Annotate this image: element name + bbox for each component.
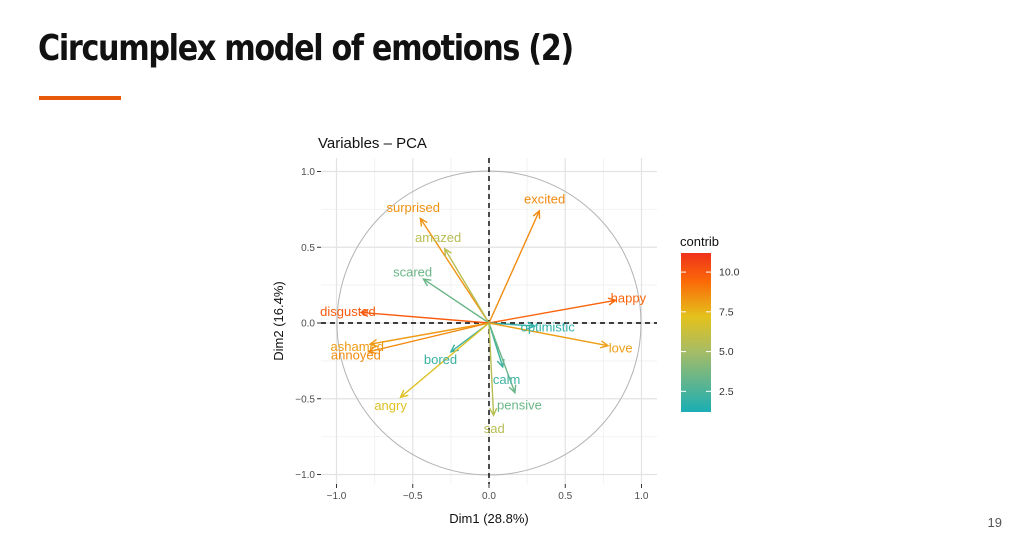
x-tick-label: 0.5: [558, 491, 572, 502]
arrowhead-surprised: [419, 217, 428, 227]
y-tick-label: −0.5: [295, 394, 315, 405]
arrowhead-excited: [532, 209, 541, 219]
x-axis-title: Dim1 (28.8%): [449, 511, 528, 526]
arrow-angry: [400, 322, 490, 398]
arrow-sad: [488, 322, 495, 416]
arrowhead-ashamed: [368, 338, 378, 348]
arrow-optimistic: [488, 322, 535, 327]
legend-tick-label: 10.0: [719, 267, 740, 279]
y-axis-title: Dim2 (16.4%): [271, 281, 286, 360]
x-tick-label: 1.0: [635, 491, 649, 502]
arrowhead-love: [600, 340, 610, 349]
variable-arrows: [359, 209, 618, 418]
legend-title: contrib: [680, 234, 719, 249]
axis-ticks: −1.0 −0.5 0.0 0.5 1.0 −1.0 −0.5 0.0 0.5 1.0: [295, 167, 649, 502]
chart-title: Variables – PCA: [318, 135, 427, 152]
plot-panel: surprised excited amazed scared disgusted hap…: [320, 158, 657, 484]
variable-label-disgusted: disgusted: [320, 304, 376, 319]
y-tick-label: 0.0: [301, 319, 315, 330]
arrow-annoyed: [368, 322, 490, 353]
arrowhead-disgusted: [359, 308, 369, 318]
variable-labels: surprised excited amazed scared disgusted hap…: [320, 192, 646, 436]
page-number: 19: [987, 515, 1002, 530]
reference-lines: [321, 158, 657, 484]
variable-label-sad: sad: [484, 421, 505, 436]
arrowhead-pensive: [508, 384, 517, 395]
variable-label-love: love: [609, 341, 633, 356]
arrow-pensive: [488, 322, 516, 393]
arrow-ashamed: [369, 322, 490, 345]
variable-label-amazed: amazed: [415, 230, 461, 245]
arrow-scared: [423, 278, 490, 324]
arrow-disgusted: [360, 311, 490, 324]
slide-title: Circumplex model of emotions (2): [38, 28, 574, 69]
y-tick-label: 0.5: [301, 243, 315, 254]
variable-label-calm: calm: [493, 372, 520, 387]
variable-label-angry: angry: [374, 398, 407, 413]
legend-tick-label: 5.0: [719, 346, 734, 358]
arrowhead-annoyed: [366, 346, 377, 355]
arrowhead-angry: [399, 389, 409, 399]
arrowhead-optimistic: [527, 321, 537, 330]
variable-label-pensive: pensive: [497, 397, 542, 412]
variable-label-scared: scared: [393, 264, 432, 279]
arrow-love: [488, 322, 609, 347]
arrow-happy: [488, 299, 616, 324]
y-tick-label: −1.0: [295, 470, 315, 481]
variable-label-happy: happy: [611, 290, 647, 305]
arrow-excited: [488, 210, 540, 324]
arrow-surprised: [419, 218, 490, 324]
variable-label-ashamed: ashamed: [331, 339, 384, 354]
variable-label-annoyed: annoyed: [331, 347, 381, 362]
x-tick-label: 0.0: [482, 491, 496, 502]
arrow-amazed: [444, 248, 490, 324]
variable-label-excited: excited: [524, 192, 565, 207]
variable-label-optimistic: optimistic: [521, 319, 576, 334]
legend-tick-label: 2.5: [719, 386, 734, 398]
legend: contrib 10.0 7.5 5.0 2.5: [680, 234, 740, 412]
arrowhead-sad: [489, 407, 498, 418]
variable-label-bored: bored: [424, 352, 457, 367]
arrowhead-happy: [607, 297, 618, 306]
x-tick-label: −0.5: [403, 491, 423, 502]
legend-colorbar: [681, 253, 711, 412]
variable-label-surprised: surprised: [387, 200, 440, 215]
legend-tick-label: 7.5: [719, 306, 734, 318]
arrowhead-scared: [422, 278, 432, 287]
x-tick-label: −1.0: [327, 491, 347, 502]
legend-ticks: 10.0 7.5 5.0 2.5: [681, 267, 740, 398]
title-underline: [39, 96, 121, 100]
arrowhead-amazed: [443, 247, 452, 257]
y-tick-label: 1.0: [301, 167, 315, 178]
